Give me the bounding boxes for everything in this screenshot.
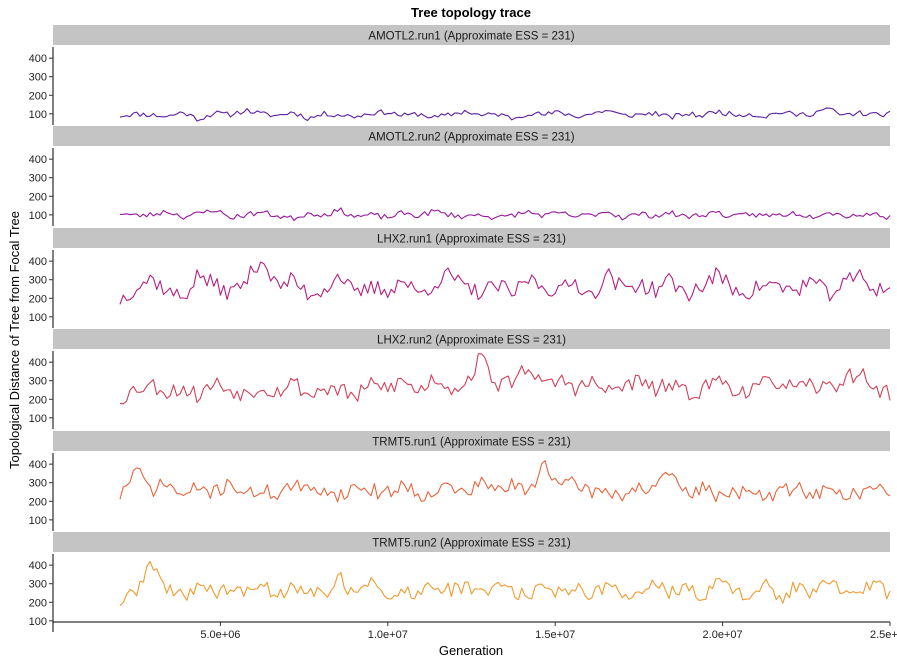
y-tick-label: 300	[29, 579, 47, 591]
facet-strip	[53, 25, 890, 45]
y-tick-label: 300	[29, 275, 47, 287]
y-tick-label: 400	[29, 560, 47, 572]
x-axis: 5.0e+06 1.0e+07 1.5e+07 2.0e+07 2.5e+07	[53, 621, 897, 641]
y-tick-label: 200	[29, 496, 47, 508]
x-tick-label: 5.0e+06	[200, 629, 240, 641]
y-tick-label: 400	[29, 154, 47, 166]
y-tick-label: 400	[29, 459, 47, 471]
y-tick-label: 300	[29, 173, 47, 185]
y-tick-label: 200	[29, 597, 47, 609]
facet-panel: TRMT5.run1 (Approximate ESS = 231) 100 200…	[29, 431, 891, 531]
y-tick-label: 100	[29, 413, 47, 425]
trace-line	[119, 460, 891, 503]
y-tick-label: 100	[29, 109, 47, 121]
facet-panels: AMOTL2.run1 (Approximate ESS = 231) 100 20…	[29, 25, 891, 632]
y-tick-label: 100	[29, 312, 47, 324]
y-tick-label: 400	[29, 357, 47, 369]
facet-strip-label: LHX2.run1 (Approximate ESS = 231)	[377, 234, 566, 246]
y-tick-label: 100	[29, 210, 47, 222]
trace-line	[119, 353, 891, 405]
x-tick-label: 2.5e+07	[870, 629, 897, 641]
trace-line	[119, 207, 891, 222]
facet-strip	[53, 329, 890, 349]
y-tick-label: 300	[29, 478, 47, 490]
facet-panel: LHX2.run2 (Approximate ESS = 231) 100 200 3…	[29, 329, 891, 429]
y-tick-label: 100	[29, 616, 47, 628]
facet-strip	[53, 532, 890, 552]
y-tick-label: 300	[29, 376, 47, 388]
facet-strip-label: LHX2.run2 (Approximate ESS = 231)	[377, 335, 566, 347]
facet-panel: TRMT5.run2 (Approximate ESS = 231) 100 200…	[29, 532, 891, 632]
facet-strip	[53, 228, 890, 248]
facet-strip-label: AMOTL2.run2 (Approximate ESS = 231)	[368, 132, 574, 144]
x-tick-label: 1.0e+07	[368, 629, 408, 641]
y-tick-label: 200	[29, 191, 47, 203]
chart-title: Tree topology trace	[411, 5, 531, 20]
y-tick-label: 200	[29, 293, 47, 305]
facet-strip	[53, 431, 890, 451]
facet-panel: LHX2.run1 (Approximate ESS = 231) 100 200 3…	[29, 228, 891, 328]
facet-strip-label: TRMT5.run2 (Approximate ESS = 231)	[372, 538, 571, 550]
y-tick-label: 200	[29, 90, 47, 102]
facet-panel: AMOTL2.run2 (Approximate ESS = 231) 100 20…	[29, 126, 891, 226]
trace-line	[119, 261, 891, 305]
facet-strip	[53, 126, 890, 146]
y-tick-label: 200	[29, 394, 47, 406]
trace-line	[119, 107, 891, 122]
facet-strip-label: TRMT5.run1 (Approximate ESS = 231)	[372, 437, 571, 449]
facet-panel: AMOTL2.run1 (Approximate ESS = 231) 100 20…	[29, 25, 891, 125]
y-tick-label: 400	[29, 256, 47, 268]
trace-line	[119, 560, 891, 607]
x-tick-label: 1.5e+07	[535, 629, 575, 641]
x-axis-title: Generation	[439, 643, 503, 658]
facet-strip-label: AMOTL2.run1 (Approximate ESS = 231)	[368, 31, 574, 43]
y-tick-label: 300	[29, 72, 47, 84]
y-tick-label: 100	[29, 515, 47, 527]
y-tick-label: 400	[29, 53, 47, 65]
y-axis-title: Topological Distance of Tree from Focal …	[7, 211, 22, 469]
x-tick-label: 2.0e+07	[703, 629, 743, 641]
